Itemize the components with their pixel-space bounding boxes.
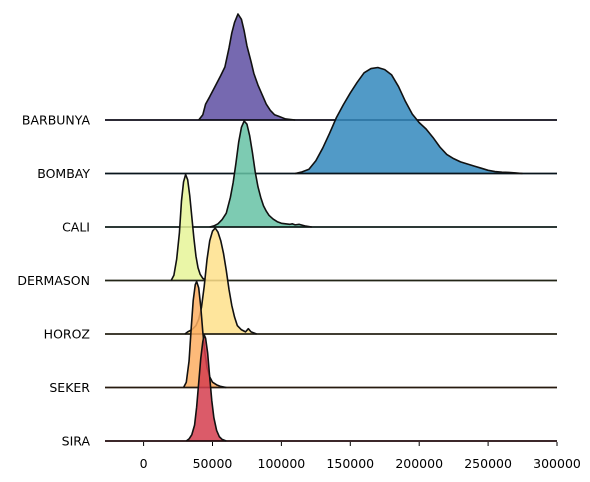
density-fill-cali	[209, 121, 312, 227]
density-outline-seker	[182, 280, 227, 389]
density-outline-barbunya	[198, 13, 296, 121]
category-labels: BARBUNYA BOMBAY CALI DERMASON HOROZ SEKER SIRA	[17, 113, 90, 449]
ridges	[105, 13, 557, 442]
density-fill-dermason	[171, 174, 207, 281]
x-tick-label: 0	[140, 456, 148, 471]
category-label-sira: SIRA	[62, 434, 91, 449]
category-label-horoz: HOROZ	[44, 327, 90, 342]
ridge-bombay	[105, 66, 557, 175]
x-axis: 0 50000 100000 150000 200000 250000 300000	[140, 442, 581, 471]
x-tick-label: 200000	[395, 456, 443, 471]
category-label-barbunya: BARBUNYA	[22, 113, 91, 128]
density-fill-horoz	[184, 228, 257, 334]
ridge-sira	[105, 334, 557, 442]
category-label-dermason: DERMASON	[17, 273, 90, 288]
density-fill-barbunya	[198, 14, 296, 120]
x-tick-label: 50000	[193, 456, 233, 471]
category-label-seker: SEKER	[49, 380, 90, 395]
density-outline-sira	[185, 334, 227, 442]
category-label-bombay: BOMBAY	[37, 166, 90, 181]
x-tick-label: 250000	[464, 456, 512, 471]
category-label-cali: CALI	[62, 220, 90, 235]
density-fill-bombay	[295, 67, 523, 174]
ridge-barbunya	[105, 13, 557, 121]
ridge-dermason	[105, 173, 557, 282]
x-tick-label: 300000	[533, 456, 581, 471]
density-outline-dermason	[170, 173, 208, 282]
ridge-seker	[105, 280, 557, 389]
x-tick-label: 100000	[258, 456, 306, 471]
density-outline-cali	[209, 120, 312, 228]
density-fill-seker	[183, 281, 227, 388]
x-tick-label: 150000	[326, 456, 374, 471]
density-outline-bombay	[294, 66, 523, 175]
